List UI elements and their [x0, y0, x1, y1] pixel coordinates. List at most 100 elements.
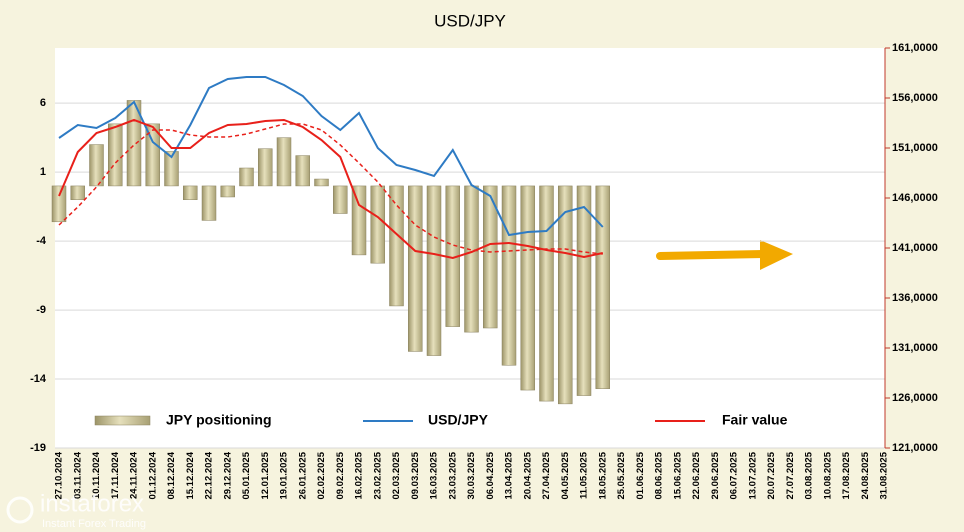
y-tick-label: -19 [30, 442, 46, 454]
y-tick-label: -4 [36, 235, 47, 247]
y2-tick-label: 161,0000 [892, 42, 938, 54]
x-tick-label: 23.02.2025 [372, 451, 383, 499]
x-tick-label: 31.08.2025 [879, 451, 890, 499]
x-tick-label: 30.03.2025 [466, 451, 477, 499]
x-tick-label: 16.02.2025 [354, 451, 365, 499]
bar [108, 123, 123, 187]
line [58, 76, 604, 237]
x-tick-label: 18.05.2025 [597, 451, 608, 499]
bar [276, 137, 292, 187]
x-tick-label: 02.02.2025 [316, 451, 327, 499]
bar [595, 185, 610, 389]
y-tick-label: -14 [30, 373, 47, 385]
y-tick-label: 6 [40, 97, 46, 109]
bar [220, 185, 235, 198]
x-tick-label: 29.06.2025 [710, 451, 721, 499]
bar [464, 185, 479, 333]
x-tick-label: 19.01.2025 [279, 451, 290, 499]
bar [164, 151, 179, 187]
x-tick-label: 22.12.2024 [204, 451, 215, 499]
bar [576, 185, 592, 396]
legend-label: USD/JPY [428, 412, 489, 428]
x-tick-label: 09.03.2025 [410, 451, 421, 499]
bar [501, 185, 517, 366]
x-tick-label: 09.02.2025 [335, 451, 346, 499]
x-tick-label: 15.06.2025 [672, 451, 683, 499]
x-tick-label: 15.12.2024 [185, 451, 196, 499]
x-tick-label: 27.07.2025 [785, 451, 796, 499]
x-tick-label: 06.04.2025 [485, 451, 496, 499]
bar [183, 185, 198, 200]
x-tick-label: 25.05.2025 [616, 451, 627, 499]
x-tick-label: 01.06.2025 [635, 451, 646, 499]
x-tick-label: 22.06.2025 [691, 451, 702, 499]
x-tick-label: 24.11.2024 [129, 451, 140, 499]
x-tick-label: 04.05.2025 [560, 451, 571, 499]
arrow [656, 240, 793, 270]
x-tick-label: 10.08.2025 [822, 451, 833, 499]
x-tick-label: 03.08.2025 [804, 451, 815, 499]
x-tick-label: 29.12.2024 [222, 451, 233, 499]
x-tick-label: 05.01.2025 [241, 451, 252, 499]
bar [483, 185, 498, 329]
x-tick-label: 20.04.2025 [522, 451, 533, 499]
x-tick-label: 26.01.2025 [297, 451, 308, 499]
bar [295, 155, 310, 187]
bar [145, 123, 160, 187]
line-dashed [58, 123, 603, 255]
x-tick-label: 02.03.2025 [391, 451, 402, 499]
bar [408, 185, 423, 352]
bar [558, 185, 573, 405]
x-tick-label: 12.01.2025 [260, 451, 271, 499]
bar [89, 144, 104, 187]
x-tick-label: 11.05.2025 [579, 451, 590, 499]
bar [389, 185, 404, 307]
y-tick-label: 1 [40, 166, 46, 178]
bar [351, 185, 367, 256]
bar [333, 185, 348, 214]
x-tick-label: 27.04.2025 [541, 451, 552, 499]
y2-tick-label: 131,0000 [892, 342, 938, 354]
x-tick-label: 01.12.2024 [147, 451, 158, 499]
x-tick-label: 23.03.2025 [447, 451, 458, 499]
y2-tick-label: 126,0000 [892, 392, 938, 404]
x-tick-label: 17.11.2024 [110, 451, 121, 499]
watermark-tagline: Instant Forex Trading [42, 518, 146, 530]
y2-tick-label: 136,0000 [892, 292, 938, 304]
bar [51, 185, 67, 223]
x-tick-label: 17.08.2025 [841, 451, 852, 499]
x-tick-label: 06.07.2025 [729, 451, 740, 499]
x-tick-label: 08.06.2025 [654, 451, 665, 499]
legend-label: Fair value [722, 412, 788, 428]
x-tick-label: 24.08.2025 [860, 451, 871, 499]
y2-tick-label: 121,0000 [892, 442, 938, 454]
x-tick-label: 27.10.2024 [54, 451, 65, 499]
bar [258, 148, 273, 187]
line [58, 118, 604, 260]
legend-label: JPY positioning [166, 412, 272, 428]
watermark-brand: instaforex [40, 490, 144, 517]
y2-tick-label: 156,0000 [892, 92, 938, 104]
y2-tick-label: 146,0000 [892, 192, 938, 204]
x-tick-label: 10.11.2024 [91, 451, 102, 499]
bar [426, 185, 442, 356]
legend-swatch [94, 415, 151, 426]
x-tick-label: 16.03.2025 [429, 451, 440, 499]
bar [70, 185, 85, 200]
x-tick-label: 20.07.2025 [766, 451, 777, 499]
bar [370, 185, 385, 264]
bar [239, 167, 254, 187]
y2-tick-label: 141,0000 [892, 242, 938, 254]
chart-title: USD/JPY [434, 11, 506, 30]
x-tick-label: 08.12.2024 [166, 451, 177, 499]
x-tick-label: 13.07.2025 [747, 451, 758, 499]
bar [520, 185, 535, 391]
x-tick-label: 03.11.2024 [72, 451, 83, 499]
x-tick-label: 13.04.2025 [504, 451, 515, 499]
bar [201, 185, 217, 221]
bar [539, 185, 554, 402]
y2-tick-label: 151,0000 [892, 142, 938, 154]
y-tick-label: -9 [36, 304, 46, 316]
bar [314, 178, 329, 187]
